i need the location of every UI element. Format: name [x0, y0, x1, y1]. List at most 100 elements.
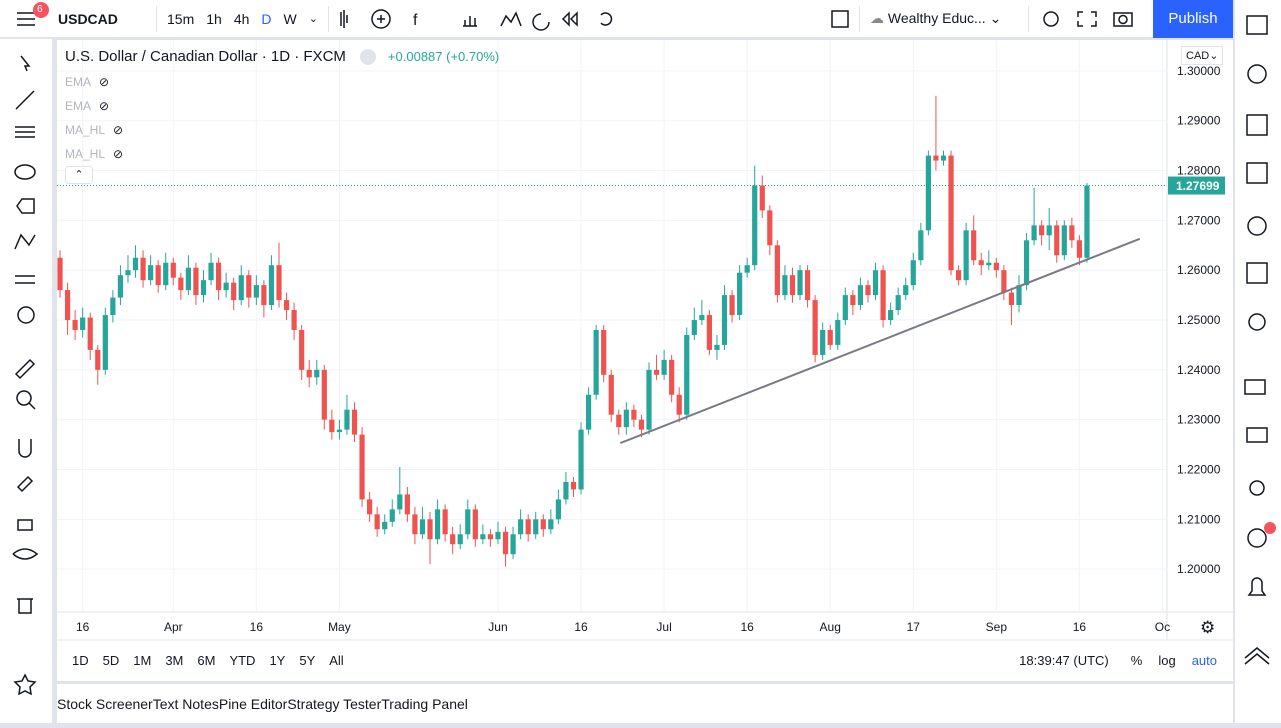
candle-body — [117, 275, 124, 298]
candle-body — [518, 519, 524, 535]
candle-body — [95, 349, 101, 370]
candle-body — [419, 519, 426, 535]
range-button[interactable]: All — [329, 652, 344, 668]
chart-pane: 1.30000 1.29000 1.28000 1.27000 1.26000 1.250… — [57, 40, 1233, 681]
candle-body — [585, 394, 592, 430]
interval-button[interactable]: 15m — [167, 10, 195, 27]
visibility-icon[interactable]: ⊘ — [113, 123, 124, 137]
y-tick-label: 1.27000 — [1177, 213, 1221, 227]
drawing-toolbar — [0, 39, 52, 723]
candle-body — [804, 270, 811, 301]
candle-body — [1054, 225, 1060, 256]
scale-option[interactable]: log — [1158, 652, 1176, 668]
y-tick-label: 1.28000 — [1177, 164, 1221, 178]
candle-body — [955, 270, 962, 281]
candle-body — [593, 329, 599, 395]
candle-body — [933, 155, 939, 161]
range-button[interactable]: 5Y — [299, 652, 316, 668]
panel-tab[interactable]: Trading Panel — [381, 695, 468, 712]
panel-tab[interactable]: Pine Editor — [218, 695, 288, 712]
candle-body — [434, 509, 441, 540]
range-button[interactable]: 3M — [165, 652, 184, 668]
candle-body — [691, 320, 697, 335]
candle-body — [903, 285, 909, 296]
candle-body — [253, 285, 259, 298]
x-tick-label: Apr — [164, 620, 183, 634]
candle-body — [888, 310, 894, 321]
candle-body — [299, 329, 305, 370]
currency-button[interactable]: CAD⌄ — [1181, 46, 1224, 65]
y-tick-label: 1.21000 — [1177, 512, 1221, 526]
candle-body — [1046, 225, 1052, 236]
visibility-icon[interactable]: ⊘ — [99, 75, 110, 89]
candle-body — [563, 481, 569, 500]
candle-body — [208, 262, 214, 281]
menu-button[interactable]: 6 — [0, 0, 52, 38]
candle-body — [382, 521, 388, 530]
candle-body — [570, 481, 577, 490]
candle-body — [827, 329, 833, 345]
candle-body — [993, 262, 999, 271]
interval-button[interactable]: W — [283, 10, 297, 27]
candle-body — [495, 531, 501, 540]
panel-tab[interactable]: Stock Screener — [57, 695, 153, 712]
svg-text:f: f — [413, 12, 418, 29]
visibility-icon[interactable]: ⊘ — [99, 99, 110, 113]
range-button[interactable]: YTD — [229, 652, 256, 668]
price-axis — [1167, 40, 1233, 612]
candle-body — [872, 270, 879, 296]
range-button[interactable]: 6M — [197, 652, 216, 668]
candle-body — [125, 270, 131, 276]
scale-option[interactable]: auto — [1191, 652, 1217, 668]
right-icons — [1043, 10, 1133, 27]
candle-body — [72, 320, 78, 330]
separator — [156, 5, 157, 32]
interval-dropdown[interactable]: ⌄ — [308, 13, 318, 25]
layout-name[interactable]: ☁ Wealthy Educ... ⌄ — [870, 10, 1002, 26]
panel-tab[interactable]: Strategy Tester — [287, 695, 382, 712]
publish-button[interactable]: Publish — [1153, 0, 1233, 38]
candle-body — [223, 282, 229, 291]
candle-body — [329, 419, 335, 433]
y-tick-label: 1.20000 — [1177, 562, 1221, 576]
toolbar-icons: f — [340, 8, 613, 31]
candle-body — [880, 270, 886, 321]
collapse-dot[interactable] — [359, 48, 376, 65]
symbol[interactable]: USDCAD — [58, 10, 118, 27]
y-tick-label: 1.25000 — [1177, 313, 1221, 327]
candle-body — [163, 262, 169, 286]
interval-button[interactable]: 1h — [206, 10, 222, 27]
candle-body — [555, 499, 561, 520]
candle-body — [978, 260, 984, 266]
x-tick-label: Aug — [820, 620, 841, 634]
range-button[interactable]: 1M — [133, 652, 152, 668]
candle-body — [684, 334, 690, 415]
settings-icon: ⚙ — [1200, 618, 1215, 637]
panel-tab[interactable]: Text Notes — [152, 695, 219, 712]
currency: CAD — [1186, 50, 1210, 62]
layout-icon[interactable] — [825, 0, 855, 38]
collapse-button[interactable]: ⌃ — [65, 166, 93, 184]
candle-body — [389, 509, 395, 522]
bottom-panel: Stock Screener Text Notes Pine Editor Strat… — [57, 684, 1233, 723]
drawing-tools — [12, 55, 39, 696]
candle-body — [215, 262, 222, 291]
interval-button[interactable]: 4h — [233, 10, 250, 27]
range-button[interactable]: 5D — [102, 652, 120, 668]
x-tick-label: 16 — [250, 620, 264, 634]
range-button[interactable]: 1D — [72, 652, 89, 668]
candle-body — [1016, 285, 1022, 306]
right-sidebar — [1235, 0, 1281, 723]
candle-body — [699, 315, 705, 321]
range-button[interactable]: 1Y — [269, 652, 286, 668]
candle-body — [963, 230, 969, 281]
visibility-icon[interactable]: ⊘ — [113, 147, 124, 161]
scale-option[interactable]: % — [1130, 652, 1143, 668]
candle-body — [533, 519, 539, 535]
interval-button[interactable]: D — [261, 10, 272, 27]
candle-body — [714, 344, 720, 350]
separator — [859, 5, 860, 32]
indicator-name: MA_HL — [65, 147, 106, 161]
candle-body — [397, 494, 403, 510]
candle-body — [948, 155, 954, 271]
